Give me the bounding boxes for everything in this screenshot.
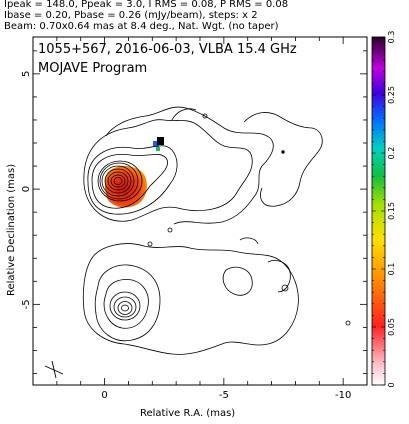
y-axis-label: Relative Declination (mas) [6, 164, 17, 296]
jet-contour [167, 227, 173, 233]
south-lobe-contour [103, 279, 149, 329]
polarized-knot-black [157, 137, 164, 145]
core-contour [101, 165, 135, 197]
y-tick-label: -5 [21, 299, 32, 309]
x-tick-labels: 0 -5 -10 [101, 390, 351, 401]
x-tick-label: -5 [219, 390, 229, 401]
jet-contour [105, 106, 274, 225]
core-contour [99, 162, 139, 200]
header-line-1: Ipeak = 148.0, Ppeak = 3.0, I RMS = 0.08… [4, 0, 289, 10]
core-contour [104, 168, 132, 194]
south-lobe-contour [222, 266, 253, 296]
core-contour [97, 160, 143, 202]
colorbar-label: 0.25 [387, 86, 396, 104]
south-lobe-contour [345, 320, 351, 326]
core-contour [107, 171, 129, 191]
core-contour [91, 153, 168, 209]
header-line-3: Beam: 0.70x0.64 mas at 8.4 deg., Nat. Wg… [4, 21, 279, 32]
y-tick-labels: 5 0 -5 [21, 71, 32, 310]
contour-map [44, 106, 351, 379]
colorbar-label: 0.15 [387, 202, 396, 220]
south-lobe-contour [239, 237, 259, 245]
jet-contour [202, 113, 208, 119]
core-contour [113, 177, 123, 185]
core-contour [87, 145, 178, 215]
colorbar-ticks: 0.3 0.25 0.2 0.15 0.1 0.05 0 [372, 31, 396, 388]
beam-marker [44, 360, 64, 379]
jet-contour [83, 119, 253, 222]
chart-subtitle: MOJAVE Program [38, 61, 147, 76]
south-lobe-contour [82, 243, 299, 355]
colorbar-label: 0.1 [387, 263, 396, 276]
jet-contour [243, 112, 323, 207]
y-tick-label: 5 [21, 71, 32, 77]
colorbar-label: 0.3 [387, 31, 396, 44]
south-lobe-contour [109, 291, 141, 321]
south-lobe-contour [281, 284, 289, 292]
chart-title: 1055+567, 2016-06-03, VLBA 15.4 GHz [38, 42, 297, 57]
x-axis-label: Relative R.A. (mas) [140, 408, 235, 419]
south-lobe-contour [94, 264, 161, 342]
x-tick-label: 0 [101, 390, 107, 401]
y-tick-label: 0 [21, 186, 32, 192]
jet-contour [147, 241, 153, 247]
polarized-knot-blue [153, 141, 159, 147]
south-lobe-contour [121, 304, 129, 312]
south-lobe-contour [267, 260, 291, 293]
header-line-2: Ibase = 0.20, Pbase = 0.26 (mJy/beam), s… [4, 10, 258, 21]
x-tick-label: -10 [335, 390, 351, 401]
colorbar-label: 0 [387, 382, 396, 387]
south-lobe-contour [117, 301, 133, 315]
colorbar-label: 0.05 [387, 318, 396, 336]
axis-ticks [32, 37, 368, 385]
jet-contour [171, 108, 197, 121]
south-lobe-contour [113, 296, 137, 318]
colorbar-label: 0.2 [387, 147, 396, 160]
jet-knot-dot [281, 150, 285, 154]
polarized-knot-green [156, 147, 160, 151]
core-contour [110, 174, 126, 188]
